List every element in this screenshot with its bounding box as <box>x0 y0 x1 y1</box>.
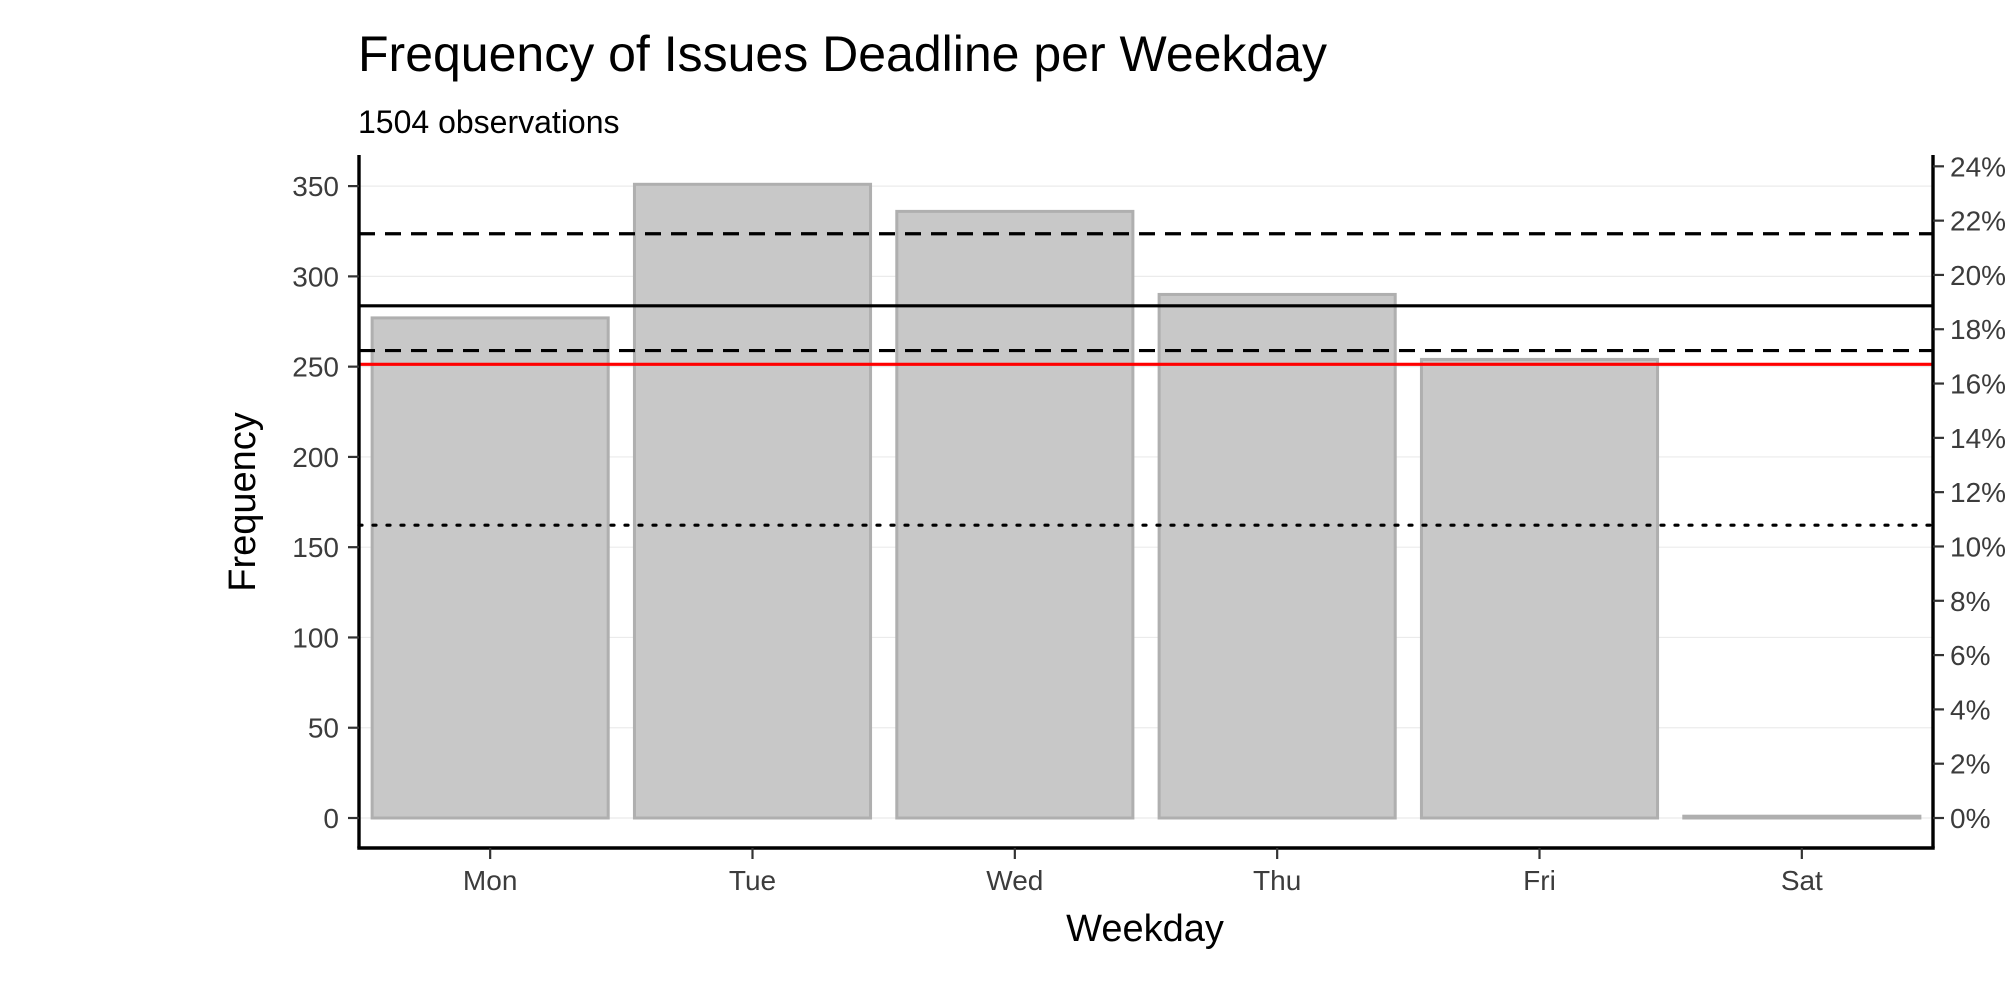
y-tick-label: 50 <box>308 713 339 744</box>
bar-tue <box>632 182 873 820</box>
y2-tick-label: 12% <box>1950 477 2006 508</box>
bar-wed <box>895 209 1135 820</box>
y2-tick-label: 0% <box>1950 803 1990 834</box>
y-tick-label: 150 <box>292 532 339 563</box>
y2-tick-label: 6% <box>1950 640 1990 671</box>
y-axis-title: Frequency <box>222 412 264 592</box>
gridlines <box>359 185 1933 819</box>
y-tick-label: 300 <box>292 261 339 292</box>
y2-tick-label: 2% <box>1950 749 1990 780</box>
bars <box>370 182 1922 820</box>
y-tick-label: 100 <box>292 622 339 653</box>
x-tick-label: Mon <box>463 865 517 896</box>
y2-tick-label: 8% <box>1950 586 1990 617</box>
y2-tick-label: 14% <box>1950 423 2006 454</box>
x-axis-title: Weekday <box>1066 908 1224 950</box>
reference-lines <box>357 232 1935 527</box>
y2-tick-label: 22% <box>1950 206 2006 237</box>
bar-mon <box>370 316 610 820</box>
bar-sat <box>1682 814 1922 820</box>
y-tick-label: 350 <box>292 171 339 202</box>
x-tick-label: Sat <box>1781 865 1823 896</box>
bar-fri <box>1419 357 1660 820</box>
axes: 0 50 100 150 200 250 300 350 0% 2% 4% 6% 8% 10% 12% 14%… <box>292 151 2006 896</box>
x-tick-label: Wed <box>986 865 1043 896</box>
x-tick-label: Fri <box>1523 865 1556 896</box>
y2-tick-label: 20% <box>1950 260 2006 291</box>
y-tick-label: 0 <box>323 803 339 834</box>
chart-title: Frequency of Issues Deadline per Weekday <box>358 26 1327 82</box>
chart-subtitle: 1504 observations <box>358 104 620 140</box>
bar-thu <box>1157 292 1397 820</box>
y2-tick-label: 18% <box>1950 314 2006 345</box>
y2-tick-label: 24% <box>1950 151 2006 182</box>
y2-tick-label: 16% <box>1950 369 2006 400</box>
y2-tick-label: 10% <box>1950 531 2006 562</box>
y2-tick-label: 4% <box>1950 694 1990 725</box>
y-tick-label: 200 <box>292 442 339 473</box>
y-tick-label: 250 <box>292 352 339 383</box>
x-tick-label: Tue <box>729 865 776 896</box>
x-tick-label: Thu <box>1253 865 1301 896</box>
